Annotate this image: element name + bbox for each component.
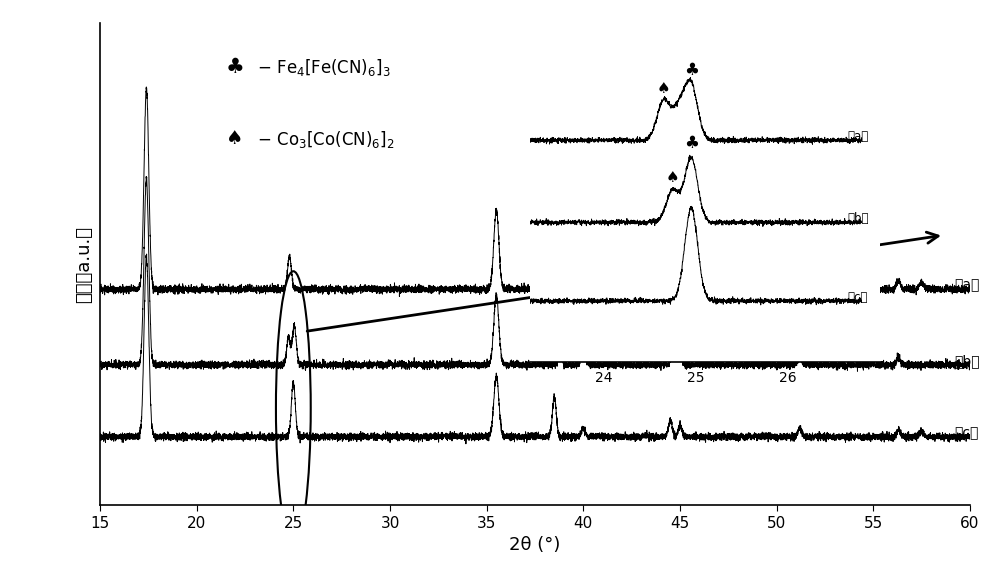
- Text: ♣: ♣: [684, 61, 699, 79]
- Text: ♠: ♠: [226, 129, 244, 148]
- Text: $-$ Co$_3$[Co(CN)$_6$]$_2$: $-$ Co$_3$[Co(CN)$_6$]$_2$: [252, 129, 395, 150]
- Text: ♣: ♣: [225, 57, 244, 77]
- X-axis label: 2θ (°): 2θ (°): [509, 536, 561, 554]
- Text: （c）: （c）: [955, 426, 979, 440]
- Text: （b）: （b）: [848, 212, 869, 225]
- Text: ♠: ♠: [657, 81, 670, 96]
- Y-axis label: 峰强（a.u.）: 峰强（a.u.）: [75, 226, 93, 302]
- Text: （a）: （a）: [848, 130, 869, 143]
- Text: （b）: （b）: [955, 354, 980, 368]
- Text: ♣: ♣: [684, 134, 699, 152]
- Text: ♠: ♠: [666, 170, 680, 185]
- Text: （a）: （a）: [955, 278, 980, 293]
- Text: （c）: （c）: [848, 291, 868, 304]
- Text: $-$ Fe$_4$[Fe(CN)$_6$]$_3$: $-$ Fe$_4$[Fe(CN)$_6$]$_3$: [252, 57, 391, 77]
